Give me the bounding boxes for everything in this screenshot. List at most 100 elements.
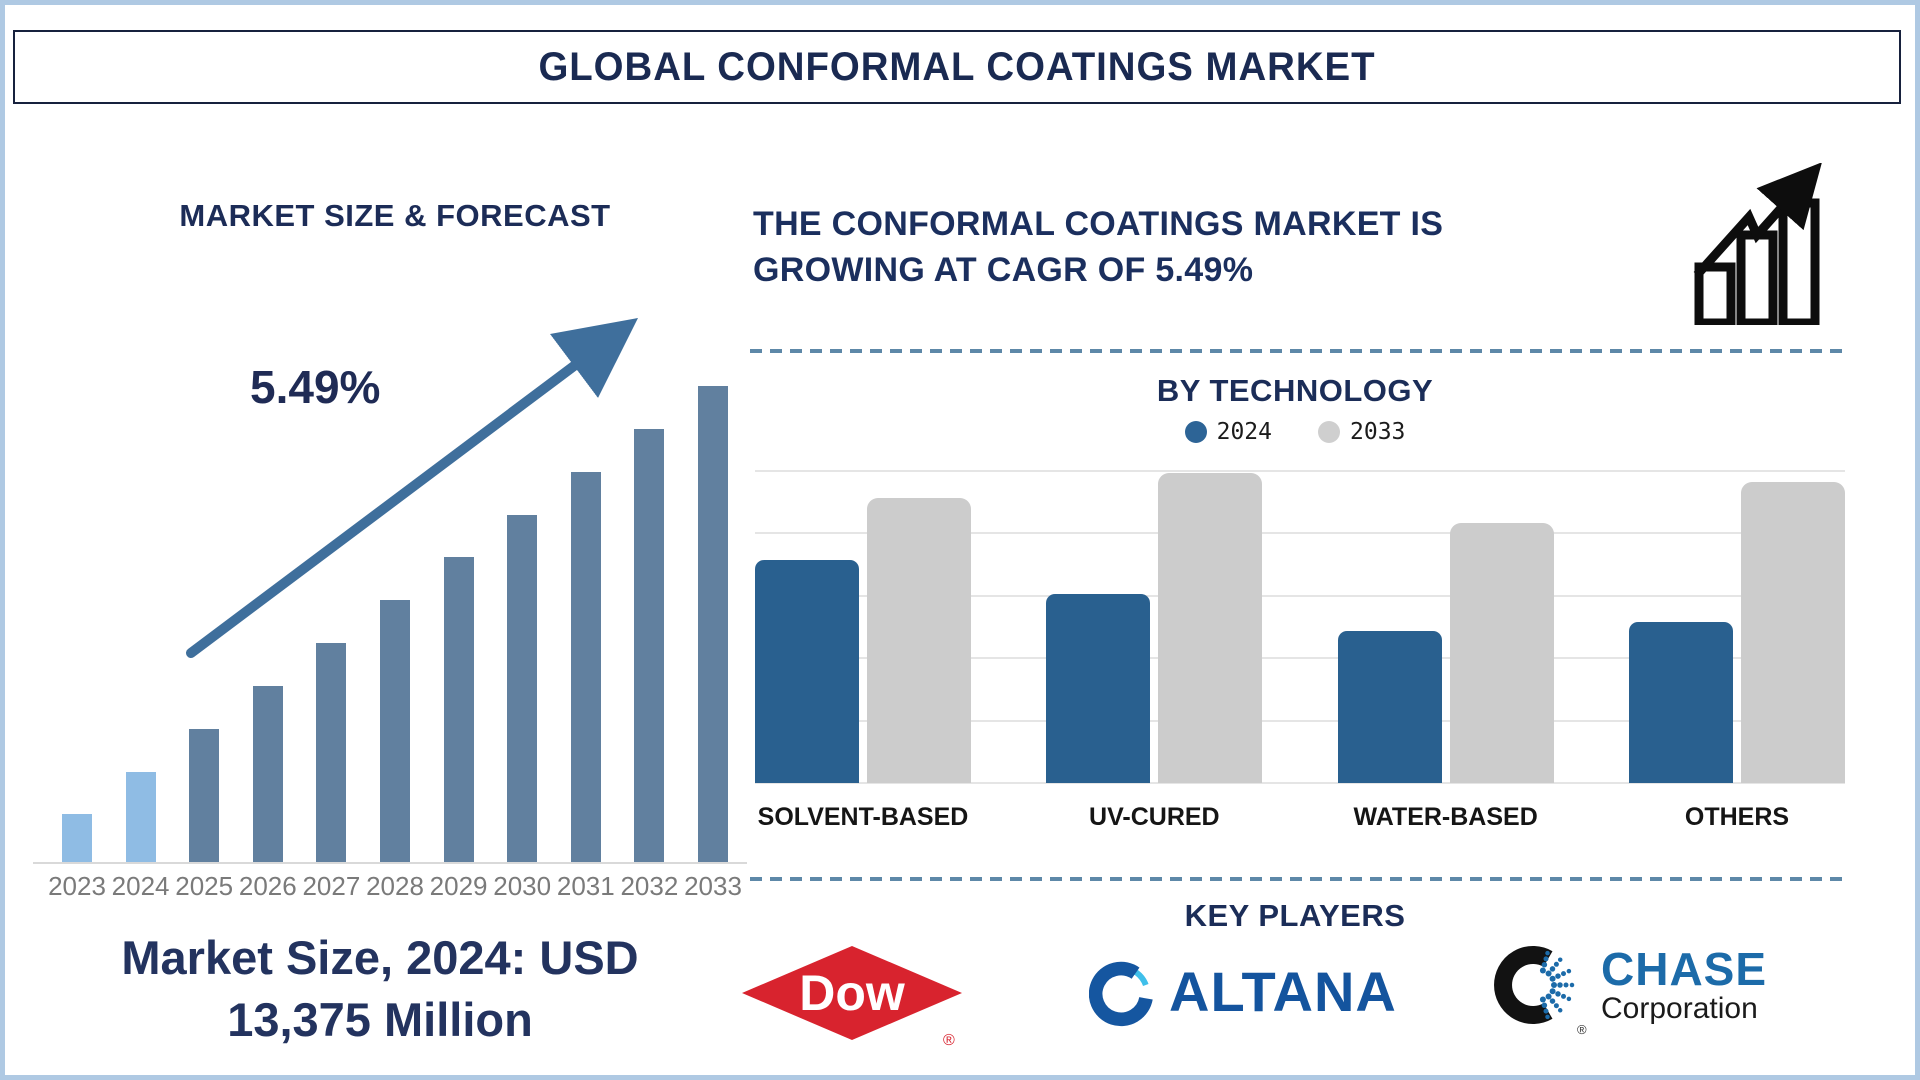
chase-icon-dot — [1549, 975, 1556, 982]
forecast-year-label: 2032 — [620, 871, 679, 901]
chase-icon-dot — [1545, 993, 1552, 1000]
svg-text:®: ® — [1577, 1022, 1587, 1037]
altana-icon — [1089, 961, 1153, 1027]
chase-icon-dot — [1569, 982, 1575, 988]
svg-text:Dow: Dow — [799, 965, 905, 1021]
forecast-heading: MARKET SIZE & FORECAST — [179, 198, 611, 233]
category-label-WATER-BASED: WATER-BASED — [1353, 803, 1538, 831]
forecast-year-label: 2023 — [48, 871, 106, 901]
forecast-bar-2033 — [698, 386, 728, 862]
technology-bar-groups — [755, 459, 1845, 783]
legend-item-2033: 2033 — [1318, 419, 1405, 445]
gridline — [755, 782, 1845, 784]
chase-icon-dot — [1561, 993, 1566, 999]
chase-icon-dot — [1539, 967, 1546, 974]
bar-SOLVENT-BASED-2024 — [755, 559, 859, 783]
forecast-bar-2032 — [634, 428, 665, 862]
by-technology-heading: BY TECHNOLOGY — [1156, 373, 1434, 408]
growth-arrow — [186, 318, 639, 658]
technology-legend: 2024 2033 — [745, 419, 1845, 445]
forecast-year-label: 2026 — [238, 871, 297, 901]
forecast-bar-2028 — [380, 600, 410, 862]
chase-icon-dot — [1566, 968, 1572, 974]
forecast-year-labels: 2023 2024 2025 2026 2027 2028 2029 2030 2031 2032… — [45, 871, 742, 905]
forecast-bar-2030 — [507, 514, 538, 862]
forecast-bar-2023 — [62, 814, 92, 862]
chase-icon-dot — [1545, 1014, 1550, 1020]
technology-chart — [755, 459, 1845, 784]
chase-name: CHASE — [1601, 943, 1768, 995]
chase-icon-dot — [1563, 982, 1569, 988]
cagr-statement: THE CONFORMAL COATINGS MARKET IS GROWING… — [753, 201, 1683, 293]
chase-icon-dot — [1557, 982, 1563, 988]
chase-logo: ® CHASE Corporation — [1493, 935, 1767, 1037]
cagr-label: 5.49% — [250, 361, 381, 413]
title-bar: GLOBAL CONFORMAL COATINGS MARKET — [13, 30, 1901, 104]
chase-icon-dot — [1543, 956, 1549, 962]
market-size-caption-line1: Market Size, 2024: USD — [121, 931, 639, 984]
gridline — [755, 719, 1845, 722]
bar-group-UV-CURED — [1046, 473, 1263, 783]
bar-group-OTHERS — [1628, 482, 1845, 783]
chase-icon-dot — [1545, 950, 1550, 956]
bar-WATER-BASED-2033 — [1449, 522, 1554, 783]
technology-category-labels: SOLVENT-BASED UV-CURED WATER-BASED OTHERS — [755, 803, 1845, 832]
chase-subname: Corporation — [1601, 992, 1758, 1025]
forecast-year-label: 2028 — [366, 871, 424, 901]
chase-icon-dot — [1541, 1002, 1548, 1009]
bar-group-WATER-BASED — [1337, 522, 1554, 783]
dow-logo: Dow ® — [742, 946, 962, 1049]
forecast-axis-line — [33, 862, 747, 864]
chase-icon-dot — [1553, 961, 1559, 967]
chase-icon-dot — [1553, 1003, 1559, 1009]
altana-logo: ALTANA — [1089, 953, 1397, 1031]
dashed-divider-top — [750, 349, 1842, 353]
forecast-year-label: 2027 — [302, 871, 361, 901]
chase-icon-dot — [1551, 982, 1557, 988]
legend-item-2024: 2024 — [1184, 419, 1272, 445]
forecast-year-label: 2033 — [684, 871, 742, 901]
bar-OTHERS-2033 — [1740, 482, 1845, 783]
chase-icon-dot — [1566, 996, 1572, 1002]
legend-label: 2033 — [1350, 419, 1406, 445]
forecast-bar-2026 — [252, 685, 283, 862]
bar-group-SOLVENT-BASED — [755, 497, 971, 783]
gridline — [755, 657, 1845, 660]
legend-label: 2024 — [1216, 419, 1272, 445]
svg-text:®: ® — [943, 1032, 955, 1049]
chase-icon-dot — [1539, 996, 1546, 1003]
bar-WATER-BASED-2024 — [1337, 631, 1442, 783]
chase-icon-dot — [1543, 1008, 1549, 1014]
category-label-SOLVENT-BASED: SOLVENT-BASED — [757, 803, 969, 831]
category-label-UV-CURED: UV-CURED — [1089, 803, 1220, 831]
dashed-divider-bottom — [750, 877, 1842, 881]
chase-icon-dot — [1541, 961, 1548, 968]
forecast-year-label: 2029 — [429, 871, 488, 901]
key-players-heading: KEY PLAYERS — [1184, 898, 1406, 933]
gridline — [755, 532, 1845, 535]
bar-UV-CURED-2024 — [1046, 593, 1151, 783]
gridline — [755, 470, 1845, 472]
chase-icon-dot — [1549, 966, 1556, 972]
forecast-chart — [45, 382, 737, 862]
chase-icon-dot — [1557, 957, 1563, 962]
growth-bars-arrow-icon — [1693, 163, 1822, 325]
page-title: GLOBAL CONFORMAL COATINGS MARKET — [538, 44, 1376, 89]
category-label-OTHERS: OTHERS — [1684, 803, 1790, 831]
chase-icon-dot — [1555, 991, 1561, 997]
chase-icon-dot — [1561, 971, 1566, 977]
forecast-year-label: 2031 — [556, 871, 615, 901]
cagr-statement-line2: GROWING AT CAGR OF 5.49% — [753, 251, 1254, 289]
market-size-caption-line2: 13,375 Million — [227, 993, 533, 1046]
forecast-bar-2031 — [570, 471, 601, 862]
forecast-year-label: 2025 — [175, 871, 234, 901]
cagr-statement-line1: THE CONFORMAL COATINGS MARKET IS — [753, 205, 1444, 243]
forecast-year-label: 2030 — [493, 871, 552, 901]
forecast-bar-2027 — [316, 643, 347, 862]
legend-dot-icon — [1318, 421, 1340, 443]
bar-SOLVENT-BASED-2033 — [867, 497, 971, 783]
forecast-bar-2025 — [189, 728, 220, 862]
chase-icon-dot — [1557, 1008, 1563, 1013]
chase-icon-dot — [1545, 970, 1552, 977]
